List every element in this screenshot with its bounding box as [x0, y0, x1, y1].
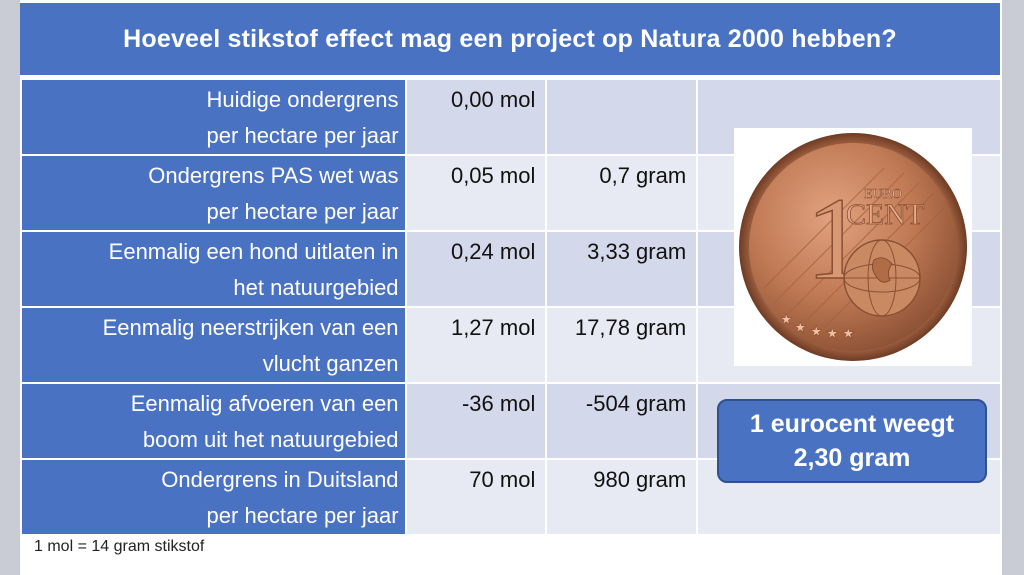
slide: Hoeveel stikstof effect mag een project … — [20, 0, 1002, 575]
gram-value: 17,78 gram — [545, 306, 699, 384]
row-label-line: Ondergrens PAS wet was — [148, 163, 399, 188]
row-label-line: het natuurgebied — [233, 275, 399, 300]
mol-value: -36 mol — [404, 382, 548, 460]
row-label: Eenmalig neerstrijken van een vlucht gan… — [20, 306, 407, 384]
coin-weight-callout: 1 eurocent weegt 2,30 gram — [717, 399, 987, 483]
callout-line: 1 eurocent weegt — [749, 410, 955, 438]
mol-value: 1,27 mol — [404, 306, 548, 384]
row-label: Ondergrens in Duitsland per hectare per … — [20, 458, 407, 536]
row-label-line: vlucht ganzen — [262, 351, 399, 376]
row-label-line: Eenmalig afvoeren van een — [130, 391, 399, 416]
slide-title: Hoeveel stikstof effect mag een project … — [20, 3, 1000, 75]
slide-left-margin — [0, 0, 20, 575]
svg-text:★: ★ — [810, 324, 823, 340]
svg-text:★: ★ — [780, 312, 793, 328]
mol-value: 0,24 mol — [404, 230, 548, 308]
row-label-line: boom uit het natuurgebied — [142, 427, 399, 452]
callout-line: 2,30 gram — [793, 444, 911, 472]
gram-value: 980 gram — [545, 458, 699, 536]
row-label: Huidige ondergrens per hectare per jaar — [20, 78, 407, 156]
svg-text:★: ★ — [826, 326, 839, 342]
svg-text:★: ★ — [842, 326, 855, 342]
svg-text:★: ★ — [794, 320, 807, 336]
row-label-line: Huidige ondergrens — [206, 87, 399, 112]
row-label-line: Eenmalig een hond uitlaten in — [108, 239, 399, 264]
mol-value: 0,00 mol — [404, 78, 548, 156]
row-label-line: per hectare per jaar — [206, 123, 399, 148]
table-row: Huidige ondergrens per hectare per jaar … — [20, 78, 1002, 156]
coin-cent-text: CENT — [846, 198, 924, 231]
row-label-line: per hectare per jaar — [206, 199, 399, 224]
mol-value: 0,05 mol — [404, 154, 548, 232]
gram-value — [545, 78, 699, 156]
coin-euro-text: EURO — [864, 187, 902, 202]
row-label-line: Eenmalig neerstrijken van een — [102, 315, 399, 340]
gram-value: 0,7 gram — [545, 154, 699, 232]
one-euro-cent-coin-icon: 1 EURO CENT ★ ★ ★ ★ ★ — [739, 133, 967, 361]
row-label: Eenmalig een hond uitlaten in het natuur… — [20, 230, 407, 308]
gram-value: -504 gram — [545, 382, 699, 460]
slide-right-margin — [1002, 0, 1024, 575]
row-label-line: per hectare per jaar — [206, 503, 399, 528]
row-label: Ondergrens PAS wet was per hectare per j… — [20, 154, 407, 232]
table-row: Eenmalig afvoeren van een boom uit het n… — [20, 382, 1002, 460]
row-label: Eenmalig afvoeren van een boom uit het n… — [20, 382, 407, 460]
mol-value: 70 mol — [404, 458, 548, 536]
footnote: 1 mol = 14 gram stikstof — [34, 538, 205, 555]
coin-image: 1 EURO CENT ★ ★ ★ ★ ★ — [734, 128, 972, 366]
gram-value: 3,33 gram — [545, 230, 699, 308]
row-label-line: Ondergrens in Duitsland — [161, 467, 399, 492]
